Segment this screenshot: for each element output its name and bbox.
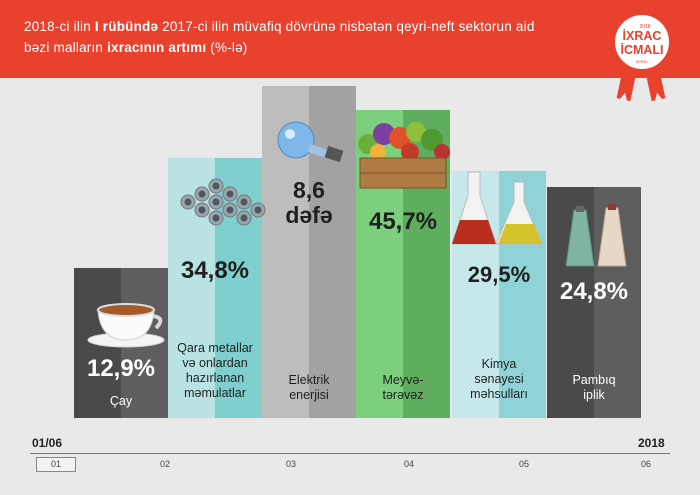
bar-value-label: 29,5% xyxy=(467,262,531,287)
category-line: Çay xyxy=(109,394,133,408)
title-part-2: 2017-ci ilin müvafiq dövrünə nisbətən qe… xyxy=(24,19,535,55)
bar-chart: 12,9% Çay 34,8% Qara metallar və onlardan haz… xyxy=(0,78,700,420)
bar-value-label: 34,8% xyxy=(180,257,250,284)
bar-value-label: 8,6 dəfə xyxy=(262,178,356,228)
bar-value-line: dəfə xyxy=(285,202,333,228)
header-banner: 2018-ci ilin I rübündə 2017-ci ilin müva… xyxy=(0,0,700,78)
category-line: iplik xyxy=(583,388,605,402)
chemistry-flasks-icon xyxy=(452,171,543,245)
bar-right-half xyxy=(309,86,356,418)
bar-category-label: Meyvə-tərəvəz xyxy=(356,373,450,403)
category-line: tərəvəz xyxy=(382,388,424,402)
timeline: 01/06 2018 01 02 03 04 05 06 xyxy=(0,420,700,495)
yarn-spools-icon xyxy=(565,204,627,267)
bar-category-label: Qara metallar və onlardan hazırlanan məmula… xyxy=(168,341,262,401)
tea-cup-icon xyxy=(87,303,165,348)
timeline-tick-06[interactable]: 06 xyxy=(641,459,652,469)
category-line: məhsulları xyxy=(470,387,528,401)
category-line: Elektrik xyxy=(288,373,330,387)
category-line: hazırlanan xyxy=(185,371,245,385)
chart-title: 2018-ci ilin I rübündə 2017-ci ilin müva… xyxy=(24,16,564,58)
timeline-tick-05[interactable]: 05 xyxy=(519,459,530,469)
timeline-tick-01[interactable]: 01 xyxy=(36,457,77,472)
badge-year: 2018 xyxy=(639,24,651,30)
ixrac-icmali-badge: 2018 İXRAC İCMALI APREL xyxy=(606,12,678,104)
category-line: Meyvə- xyxy=(382,373,424,387)
timeline-start-label: 01/06 xyxy=(32,436,63,450)
bar-category-label: Pambıq iplik xyxy=(547,373,641,403)
bar-category-label: Elektrik enerjisi xyxy=(262,373,356,403)
category-line: enerjisi xyxy=(289,388,329,402)
metal-pipes-icon xyxy=(180,178,266,226)
title-bold-1: I rübündə xyxy=(94,19,159,34)
badge-line-1: İXRAC xyxy=(622,29,662,43)
bar-value-label: 24,8% xyxy=(559,278,629,305)
title-bold-2: ixracının artımı xyxy=(107,40,207,55)
badge-circle: 2018 İXRAC İCMALI APREL xyxy=(612,12,672,72)
badge-line-2: İCMALI xyxy=(620,43,664,57)
bar-value-line: 8,6 xyxy=(293,177,325,203)
category-line: Qara metallar xyxy=(177,341,253,355)
category-line: sənayesi xyxy=(474,372,524,386)
badge-sub: APREL xyxy=(635,59,649,64)
timeline-tick-04[interactable]: 04 xyxy=(404,459,415,469)
category-line: Kimya xyxy=(481,357,517,371)
title-part-3: (%-lə) xyxy=(206,40,248,55)
timeline-tick-02[interactable]: 02 xyxy=(160,459,171,469)
bar-category-label: Kimya sənayesi məhsulları xyxy=(452,357,546,402)
bar-value-label: 12,9% xyxy=(86,355,156,382)
timeline-line xyxy=(30,453,670,454)
light-bulb-icon xyxy=(277,121,344,163)
timeline-end-label: 2018 xyxy=(638,436,665,450)
category-line: məmulatlar xyxy=(184,386,246,400)
category-line: Pambıq xyxy=(572,373,616,387)
category-line: və onlardan xyxy=(182,356,248,370)
bar-value-label: 45,7% xyxy=(368,208,438,235)
timeline-tick-03[interactable]: 03 xyxy=(286,459,297,469)
bar-category-label: Çay xyxy=(74,394,168,409)
vegetable-crate-icon xyxy=(358,122,450,189)
title-part-1: 2018-ci ilin xyxy=(24,19,95,34)
